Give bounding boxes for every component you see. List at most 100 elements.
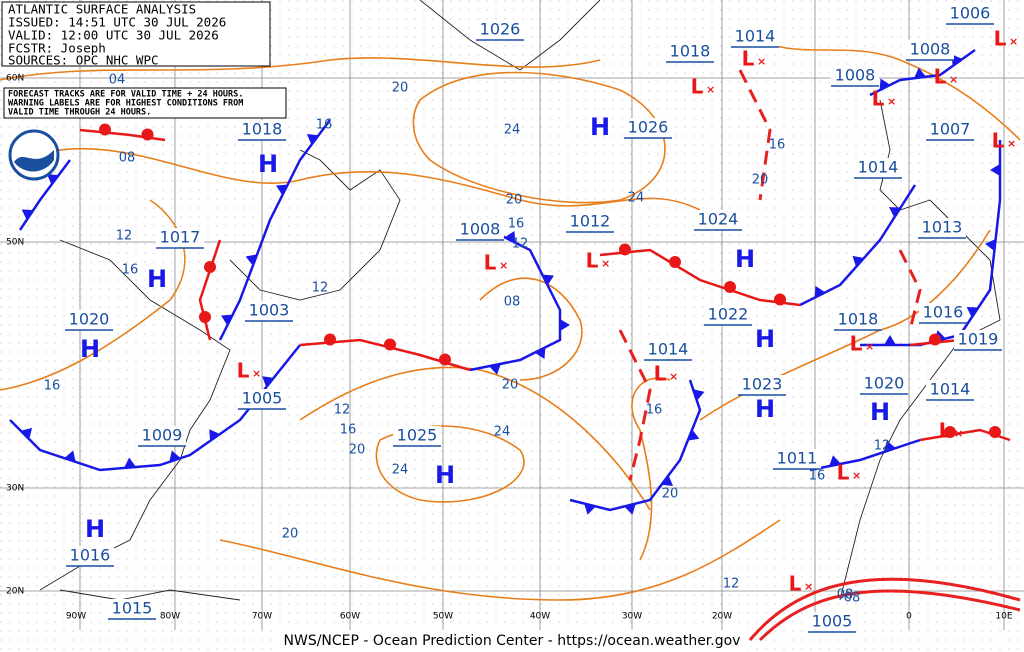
high-center: H (85, 515, 105, 543)
warm-front (919, 428, 1011, 442)
pressure-value: 1022 (708, 305, 749, 324)
pressure-value: 1026 (480, 20, 521, 39)
pressure-value: 1008 (835, 66, 876, 85)
low-center: L (691, 75, 704, 99)
longitude-label: 40W (530, 612, 550, 622)
pressure-value: 1019 (958, 330, 999, 349)
isobar-label: 16 (508, 217, 525, 232)
isobar-label: 16 (44, 379, 61, 394)
footer: NWS/NCEP - Ocean Prediction Center - htt… (284, 633, 741, 649)
high-center: H (80, 335, 100, 363)
pressure-label-bg (926, 120, 974, 140)
cold-front-barb (884, 440, 896, 452)
pressure-label-bg (138, 426, 186, 446)
isobar-label: 24 (504, 123, 521, 138)
pressure-label-bg (108, 599, 156, 619)
note-line: VALID TIME THROUGH 24 HOURS. (8, 108, 151, 118)
cold-front-barb (985, 239, 996, 251)
low-center-mark: × (499, 259, 508, 272)
pressure-value: 1014 (930, 380, 971, 399)
pressure-value: 1026 (628, 118, 669, 137)
latitude-label: 60N (6, 74, 24, 84)
high-center: H (755, 395, 775, 423)
warm-front-bump (141, 128, 154, 141)
cold-front-barb (124, 457, 136, 468)
isobar-label: 12 (723, 577, 740, 592)
low-center: L (939, 419, 952, 443)
longitude-label: 30W (622, 612, 642, 622)
isobar-label: 20 (752, 173, 769, 188)
pressure-value: 1016 (923, 303, 964, 322)
high-center: H (590, 113, 610, 141)
pressure-label-bg (738, 375, 786, 395)
isobar-label: 04 (109, 73, 126, 88)
warm-front-bump (199, 311, 211, 323)
isobar-label: 20 (506, 193, 523, 208)
cold-front-barb (951, 54, 963, 66)
low-center-mark: × (949, 73, 958, 86)
warm-front-bump (324, 333, 336, 346)
low-center: L (654, 362, 667, 386)
pressure-value: 1006 (950, 4, 991, 23)
longitude-label: 0 (906, 612, 912, 622)
pressure-label-bg (245, 301, 293, 321)
header-title: ATLANTIC SURFACE ANALYSIS (8, 2, 196, 17)
cold-front-barb (814, 286, 826, 298)
cold-front-barb (245, 254, 258, 266)
note-line: WARNING LABELS ARE FOR HIGHEST CONDITION… (8, 99, 243, 109)
cold-front-barb (534, 347, 546, 359)
longitude-label: 80W (160, 612, 180, 622)
cold-front (218, 119, 331, 341)
warm-front-bump (724, 281, 736, 293)
isobar-label: 08 (504, 295, 521, 310)
warm-front (79, 128, 166, 142)
cold-front-barb (661, 475, 673, 486)
pressure-value: 1014 (648, 340, 689, 359)
isobar-label: 16 (646, 403, 663, 418)
low-center-mark: × (954, 427, 963, 440)
low-center: L (484, 251, 497, 275)
low-center: L (850, 332, 863, 356)
cold-front-barb (889, 207, 901, 218)
pressure-value: 1018 (838, 310, 879, 329)
low-center: L (586, 249, 599, 273)
warm-front-bump (99, 123, 111, 136)
cold-front-barb (624, 503, 636, 515)
isobar-label: 12 (116, 229, 133, 244)
trough-lines (618, 69, 1021, 642)
cold-front-barb (914, 67, 926, 79)
low-center: L (992, 129, 1005, 153)
low-center: L (837, 461, 850, 485)
warm-front-bump (669, 256, 681, 268)
low-center-mark: × (252, 367, 261, 380)
cold-front-barb (47, 174, 59, 185)
high-center: H (147, 265, 167, 293)
low-center-mark: × (601, 257, 610, 270)
isobar-label: 20 (662, 487, 679, 502)
pressure-value: 1008 (460, 220, 501, 239)
pressure-value: 1005 (812, 612, 853, 631)
cold-front-barb (884, 335, 896, 345)
warm-front-bump (989, 426, 1001, 438)
header-line: ISSUED: 14:51 UTC 30 JUL 2026 (8, 15, 226, 30)
cold-front-barb (504, 231, 516, 243)
pressure-label-bg (906, 40, 954, 60)
latitude-label: 20N (6, 587, 24, 597)
high-center: H (735, 245, 755, 273)
header-line: FCSTR: Joseph (8, 41, 106, 56)
pressure-value: 1016 (70, 546, 111, 565)
note-box (3, 87, 287, 119)
pressure-label-bg (666, 42, 714, 62)
isobar-label: 24 (494, 425, 511, 440)
note-line: FORECAST TRACKS ARE FOR VALID TIME + 24 … (8, 90, 243, 100)
pressure-value: 1018 (242, 120, 283, 139)
pressure-label-bg (773, 449, 821, 469)
cold-front (18, 159, 71, 231)
pressure-label-bg (704, 305, 752, 325)
isobar-label: 16 (809, 469, 826, 484)
pressure-label-bg (834, 310, 882, 330)
pressure-label-bg (238, 389, 286, 409)
cold-front-barb (852, 255, 864, 267)
isobar-label: 12 (312, 281, 329, 296)
